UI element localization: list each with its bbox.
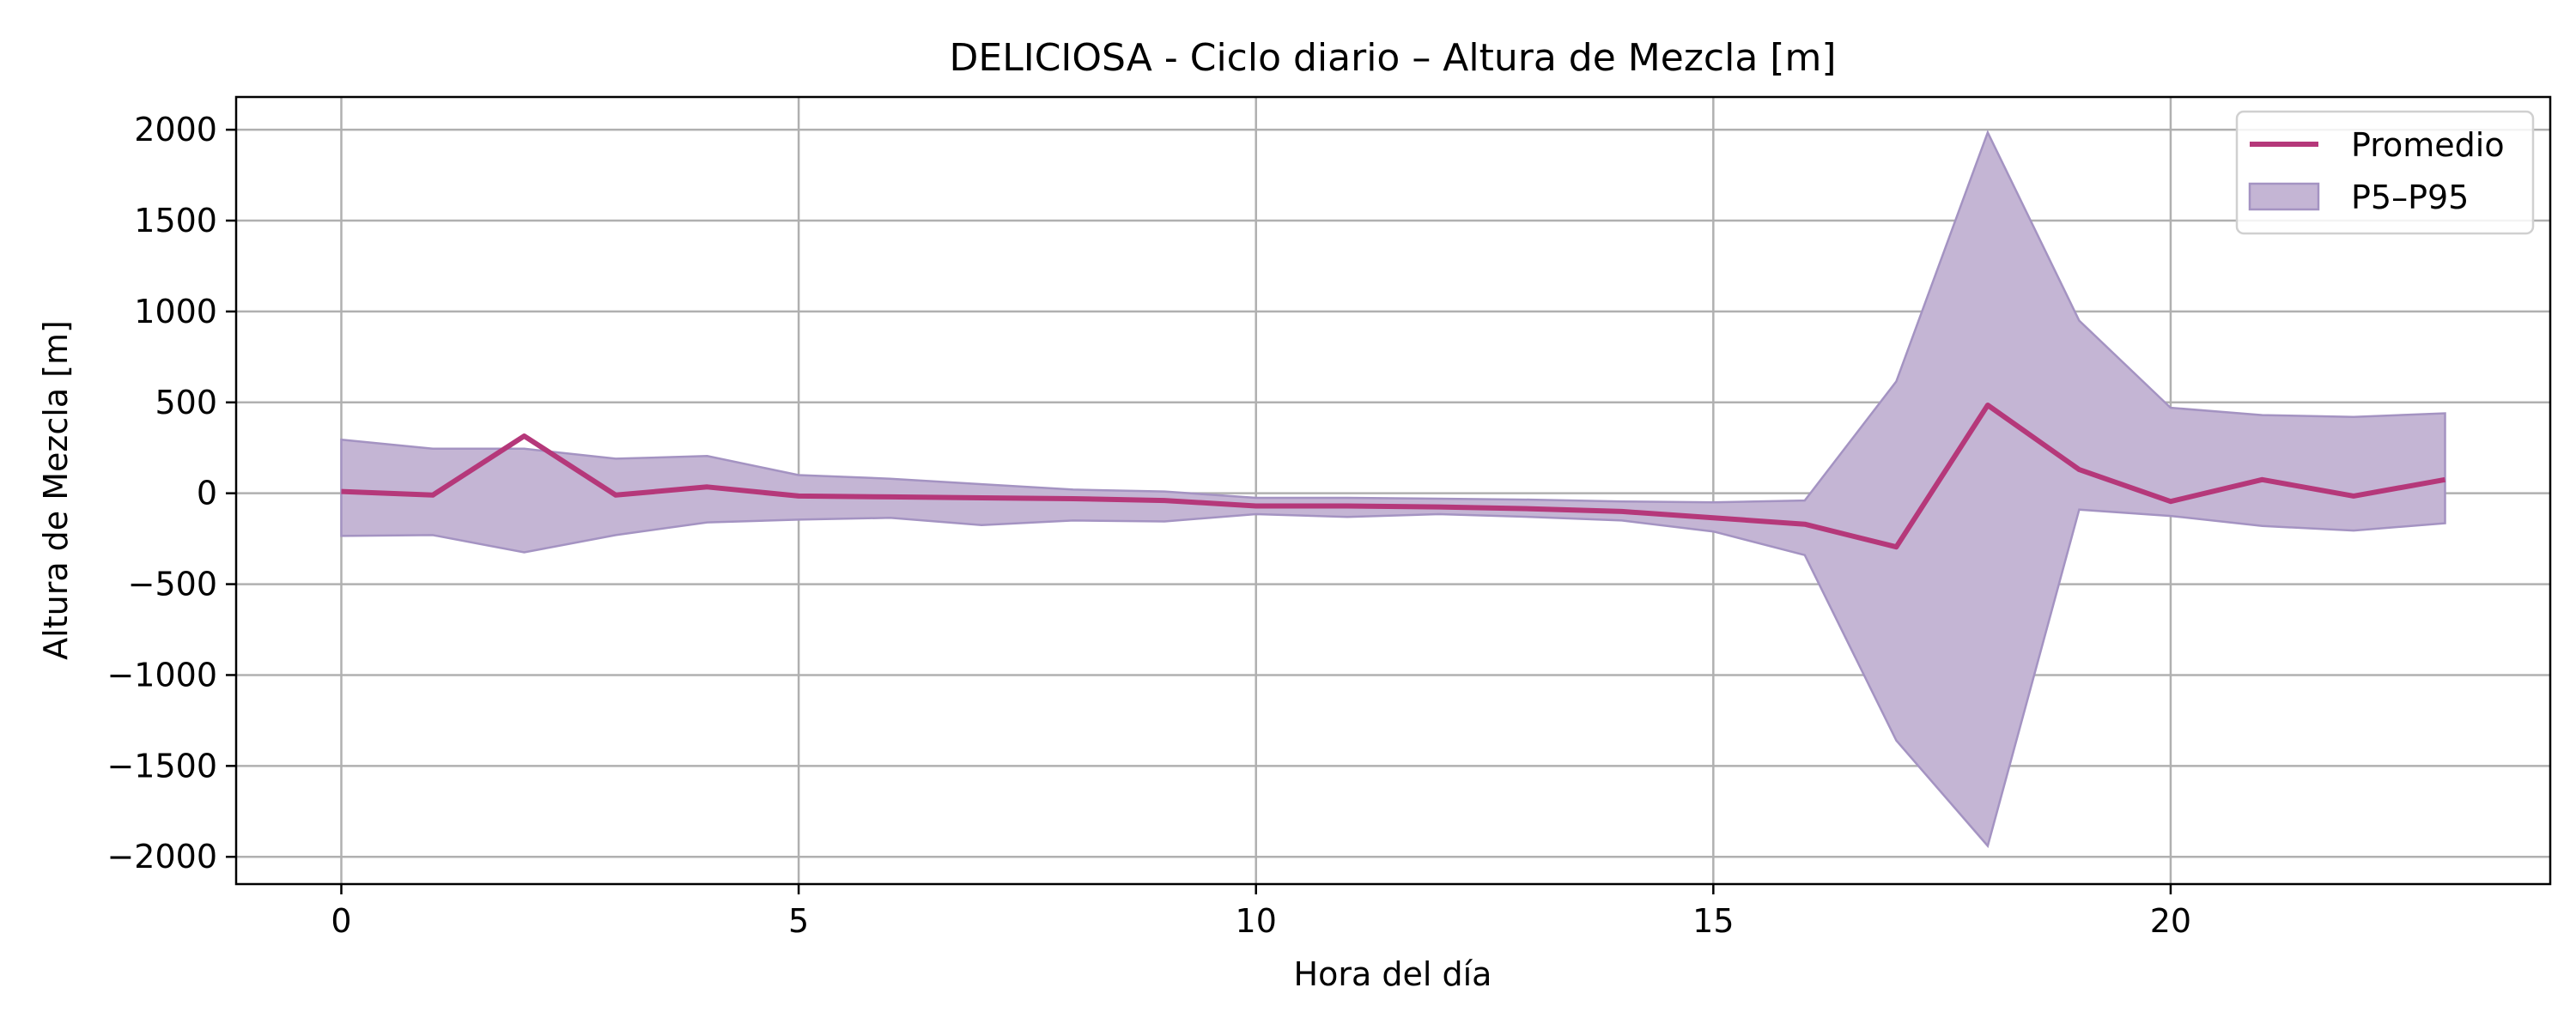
x-tick-label: 0 [331,902,351,940]
band-area-p5-p95 [340,130,2446,849]
legend-band-swatch [2248,182,2320,211]
plot-frame [234,95,2552,886]
legend-label-promedio: Promedio [2351,126,2505,164]
y-tick-label: 500 [155,384,217,421]
y-tick-label: −2000 [106,838,217,876]
y-tick-label: 0 [197,475,217,512]
x-axis-label: Hora del día [1294,955,1492,993]
x-tick-label: 5 [788,902,809,940]
tick-layer: 0 5 10 15 20 −2000 −1500 −1000 −500 0 500 1000 1500 2… [106,111,2191,940]
chart-title: DELICIOSA - Ciclo diario – Altura de Mez… [950,36,1837,80]
legend: Promedio P5–P95 [2235,110,2535,235]
line-layer [341,403,2446,550]
legend-label-band: P5–P95 [2351,179,2469,216]
y-tick-label: −1500 [106,747,217,785]
x-tick-label: 10 [1236,902,1277,940]
series-line-promedio [341,403,2446,550]
x-tick-label: 20 [2150,902,2191,940]
y-tick-label: −1000 [106,656,217,694]
y-tick-label: 2000 [134,111,217,148]
y-axis-label: Altura de Mezcla [m] [37,320,75,660]
x-tick-label: 15 [1692,902,1734,940]
y-tick-label: 1000 [134,293,217,330]
band-layer [340,130,2446,849]
y-tick-label: 1500 [134,202,217,239]
y-tick-label: −500 [128,566,217,603]
